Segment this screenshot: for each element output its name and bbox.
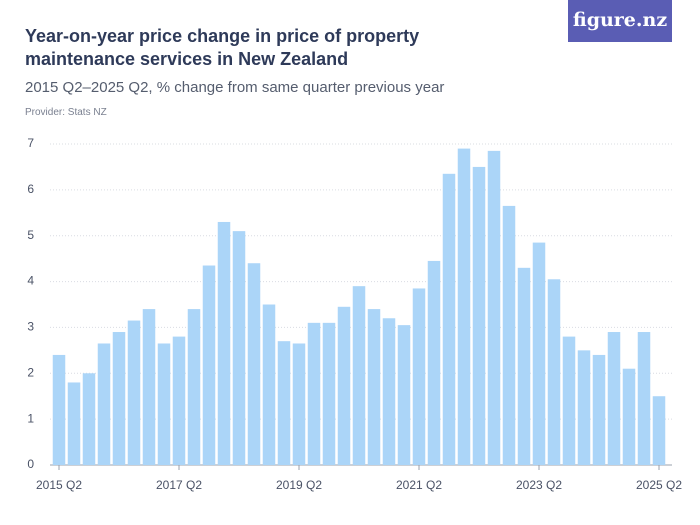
bar [427,260,441,465]
bar [292,343,306,465]
bar [472,166,486,465]
chart-subtitle: 2015 Q2–2025 Q2, % change from same quar… [25,79,445,96]
bar [532,242,546,465]
y-tick-label: 2 [27,365,34,379]
bar [457,148,471,466]
bar [277,341,291,465]
bar [67,382,81,465]
bar [112,332,126,465]
bar [637,332,651,465]
x-tick-label: 2021 Q2 [396,478,442,492]
bar [547,279,561,465]
bar [562,336,576,465]
bar [97,343,111,465]
x-tick-label: 2017 Q2 [156,478,202,492]
y-tick-label: 3 [27,320,34,334]
bar [652,396,666,465]
y-tick-label: 1 [27,411,34,425]
logo[interactable]: figure.nz [568,0,672,42]
bar [622,368,636,465]
bar [232,231,246,465]
y-tick-label: 0 [27,457,34,471]
y-tick-label: 4 [27,274,34,288]
bar [412,288,426,465]
bar [322,322,336,465]
bar [52,354,66,465]
y-tick-label: 5 [27,228,34,242]
x-tick-label: 2019 Q2 [276,478,322,492]
provider-note: Provider: Stats NZ [25,107,107,118]
bar [172,336,186,465]
chart-title: Year-on-year price change in price of pr… [25,26,420,69]
bar [307,322,321,465]
bar [577,350,591,465]
bar [352,286,366,465]
bar [247,263,261,465]
bar [187,309,201,465]
bar [382,318,396,465]
y-tick-label: 6 [27,182,34,196]
bar [127,320,141,465]
bar [142,309,156,465]
bar [442,173,456,466]
bar [337,306,351,465]
bar [202,265,216,465]
bar [607,332,621,465]
bar [502,205,516,465]
x-tick-label: 2025 Q2 [636,478,682,492]
bar [217,221,231,465]
y-tick-label: 7 [27,136,34,150]
bar [367,309,381,465]
bar [397,325,411,465]
bar [487,150,501,465]
bar [157,343,171,465]
bar [517,267,531,465]
x-tick-label: 2023 Q2 [516,478,562,492]
x-tick-label: 2015 Q2 [36,478,82,492]
bar [592,354,606,465]
bar [82,373,96,465]
bar [262,304,276,465]
